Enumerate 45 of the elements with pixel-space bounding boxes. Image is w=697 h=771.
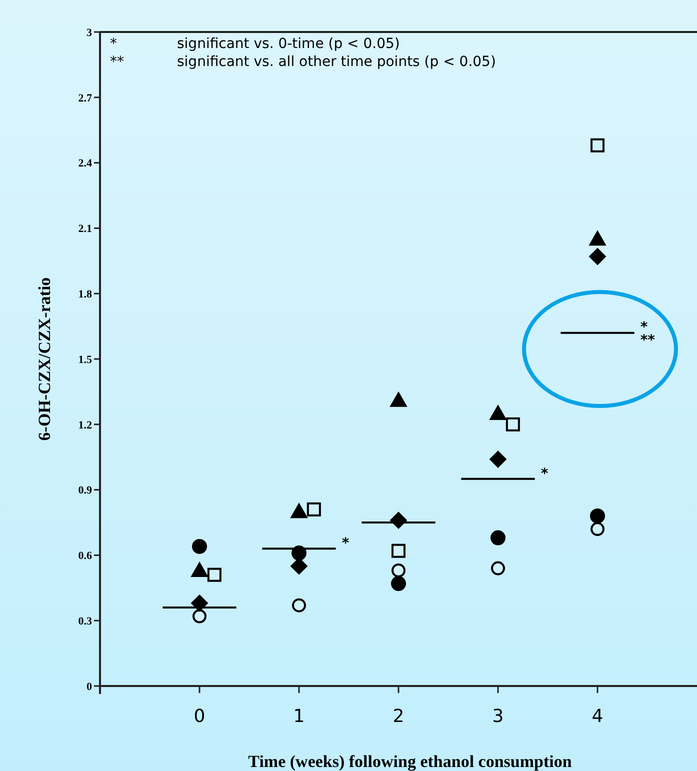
y-tick-label: 0.3 bbox=[78, 615, 92, 628]
point bbox=[490, 450, 506, 468]
point bbox=[589, 248, 606, 266]
text: ** significant vs. all other time points (p < 0.05) bbox=[110, 54, 496, 70]
y-tick-label: 0 bbox=[86, 680, 92, 693]
point bbox=[192, 538, 207, 554]
point bbox=[391, 576, 406, 592]
y-tick-label: 1.2 bbox=[78, 419, 92, 432]
point bbox=[390, 392, 407, 407]
y-axis-title: 6-OH-CZX/CZX-ratio bbox=[35, 277, 54, 441]
point bbox=[590, 138, 604, 152]
y-tick-label: 2.1 bbox=[78, 223, 92, 236]
point bbox=[590, 508, 605, 524]
point bbox=[290, 503, 308, 518]
point bbox=[191, 562, 208, 577]
x-tick-label: 2 bbox=[392, 706, 404, 727]
x-tick-label: 4 bbox=[592, 706, 604, 727]
point bbox=[207, 568, 222, 582]
x-tick-label: 3 bbox=[492, 706, 504, 727]
point bbox=[589, 230, 606, 246]
point bbox=[292, 598, 306, 612]
point bbox=[392, 563, 406, 578]
x-tick-label: 1 bbox=[293, 706, 305, 727]
point bbox=[490, 530, 506, 546]
point bbox=[590, 522, 604, 536]
point bbox=[491, 561, 505, 576]
y-tick-label: 0.6 bbox=[78, 550, 92, 562]
y-tick-label: 2.4 bbox=[78, 158, 92, 170]
point bbox=[191, 594, 208, 612]
y-tick-label: 2.7 bbox=[78, 92, 92, 104]
point bbox=[306, 502, 321, 516]
y-tick-label: 0.9 bbox=[78, 484, 92, 497]
text: * significant vs. 0-time (p < 0.05) bbox=[110, 36, 400, 52]
x-tick-label: 0 bbox=[194, 706, 206, 727]
point bbox=[506, 417, 520, 432]
annotation: * bbox=[540, 466, 549, 482]
point bbox=[192, 609, 206, 624]
y-tick-label: 3 bbox=[86, 26, 92, 39]
y-tick-label: 1.8 bbox=[78, 288, 92, 300]
y-tick-label: 1.5 bbox=[78, 354, 92, 366]
point bbox=[392, 544, 406, 558]
x-axis-title: Time (weeks) following ethanol consumption bbox=[248, 752, 572, 771]
annotation: * bbox=[342, 536, 350, 552]
point bbox=[490, 405, 506, 420]
annotation: ** bbox=[640, 332, 656, 349]
